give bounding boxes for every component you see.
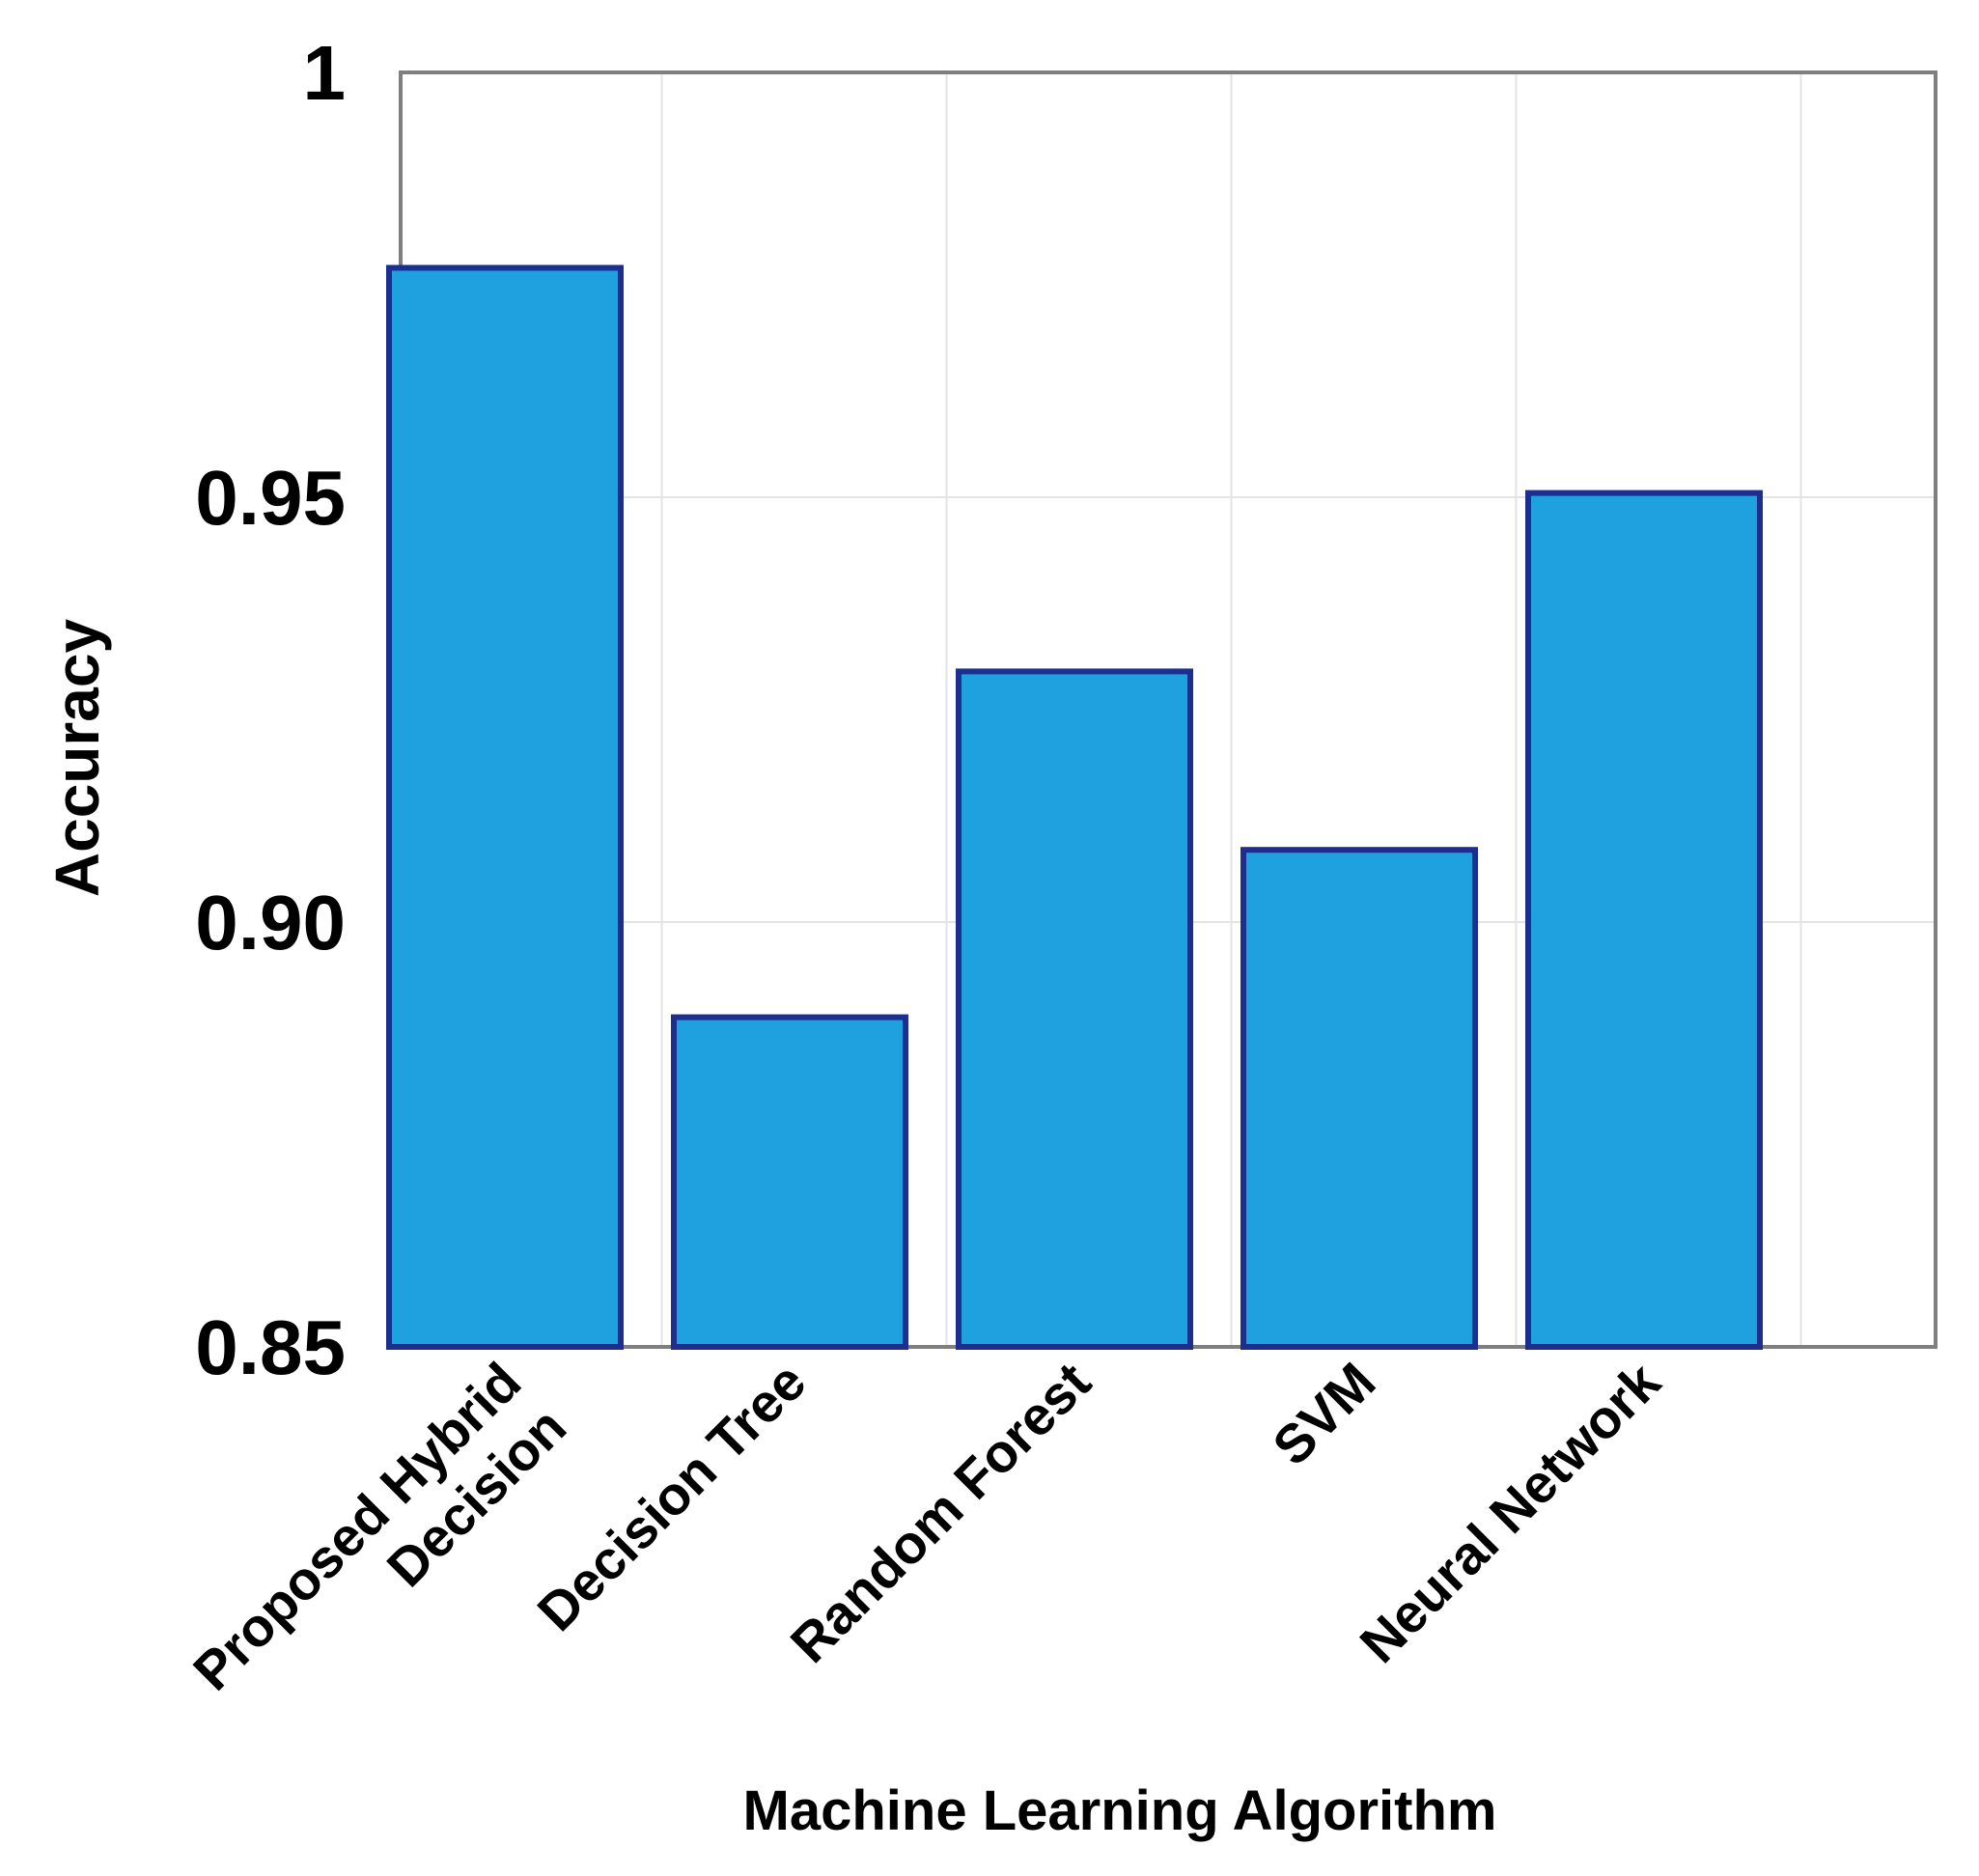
- x-tick-label-4: Neural Network: [1348, 1350, 1672, 1674]
- bar-0: [386, 265, 624, 1350]
- y-tick-label-1: 0.90: [195, 880, 346, 966]
- bar-2: [956, 668, 1193, 1350]
- x-tick-label-2: Random Forest: [779, 1351, 1102, 1674]
- y-tick-label-3: 1: [303, 30, 347, 116]
- x-tick-label-3: SVM: [1261, 1351, 1386, 1476]
- y-tick-label-2: 0.95: [195, 455, 346, 541]
- bar-1: [671, 1014, 908, 1351]
- y-tick-label-0: 0.85: [195, 1304, 346, 1390]
- bar-4: [1525, 490, 1763, 1351]
- y-tick-labels: 0.85 0.90 0.95 1: [195, 30, 346, 1390]
- x-tick-label-1: Decision Tree: [525, 1351, 817, 1642]
- x-tick-label-0: Proposed HybridDecision: [181, 1351, 577, 1747]
- bar-3: [1240, 847, 1478, 1350]
- x-axis-title: Machine Learning Algorithm: [743, 1779, 1497, 1842]
- y-axis-title: Accuracy: [42, 619, 112, 898]
- bars: [386, 265, 1763, 1351]
